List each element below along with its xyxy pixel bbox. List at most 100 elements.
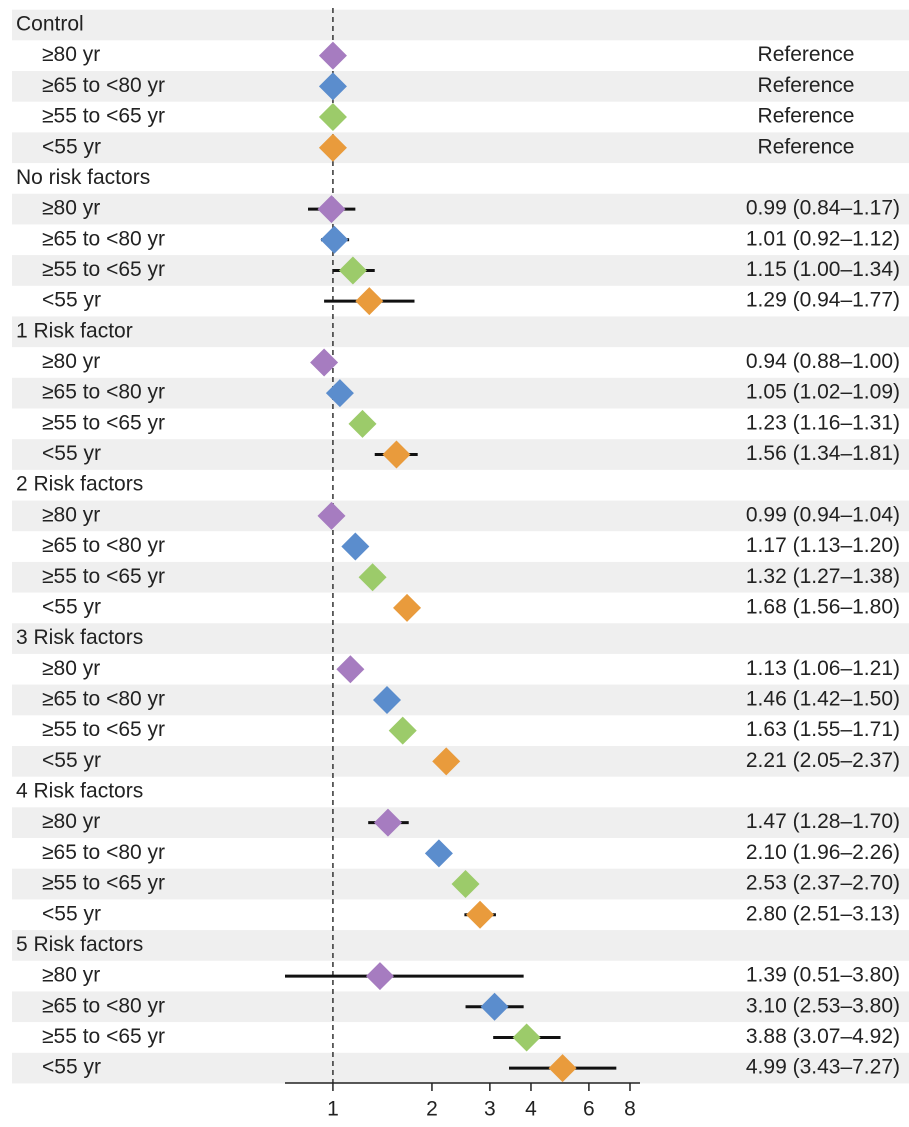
group-label: 1 Risk factor <box>16 319 133 342</box>
row-shading <box>12 9 909 1084</box>
row-label: ≥80 yr <box>42 657 100 680</box>
value-label: 2.53 (2.37–2.70) <box>746 872 900 895</box>
estimate-diamond <box>424 839 453 868</box>
row-label: <55 yr <box>42 595 101 618</box>
row-band <box>12 930 909 961</box>
value-label: 2.21 (2.05–2.37) <box>746 749 900 772</box>
value-label: 2.80 (2.51–3.13) <box>746 902 900 925</box>
estimate-diamond <box>317 501 346 530</box>
row-band <box>12 745 909 777</box>
estimate-diamond <box>318 41 347 70</box>
estimate-diamond <box>318 72 347 101</box>
value-label: 1.17 (1.13–1.20) <box>746 534 900 557</box>
estimate-diamond <box>348 409 377 438</box>
row-band <box>12 132 909 164</box>
row-label: ≥65 to <80 yr <box>42 227 165 250</box>
row-label: ≥65 to <80 yr <box>42 74 165 97</box>
value-label: 0.99 (0.94–1.04) <box>746 503 900 526</box>
row-label: ≥80 yr <box>42 503 100 526</box>
estimate-diamond <box>466 900 495 929</box>
row-band <box>12 255 909 286</box>
value-label: 1.15 (1.00–1.34) <box>746 258 900 281</box>
x-tick-label: 4 <box>525 1098 537 1121</box>
estimate-diamond <box>320 225 349 254</box>
row-band <box>12 807 909 839</box>
x-tick-label: 6 <box>583 1098 595 1121</box>
row-label: ≥65 to <80 yr <box>42 994 165 1017</box>
estimate-diamond <box>358 563 387 592</box>
estimate-diamond <box>355 287 384 316</box>
x-tick-label: 1 <box>327 1098 339 1121</box>
row-label: ≥65 to <80 yr <box>42 534 165 557</box>
row-band <box>12 684 909 716</box>
value-label: 3.10 (2.53–3.80) <box>746 994 900 1017</box>
estimate-diamond <box>310 348 339 377</box>
row-band <box>12 71 909 102</box>
row-label: ≥55 to <65 yr <box>42 411 165 434</box>
estimate-diamond <box>318 133 347 162</box>
estimate-diamond <box>341 532 370 561</box>
row-label: <55 yr <box>42 1056 101 1079</box>
estimate-diamond <box>512 1023 541 1052</box>
row-band <box>12 439 909 470</box>
estimate-diamond <box>365 962 394 991</box>
value-label: 1.23 (1.16–1.31) <box>746 411 900 434</box>
value-label: 0.94 (0.88–1.00) <box>746 350 900 373</box>
value-label: 3.88 (3.07–4.92) <box>746 1025 900 1048</box>
row-label: ≥55 to <65 yr <box>42 565 165 588</box>
row-label: ≥65 to <80 yr <box>42 841 165 864</box>
row-label: ≥80 yr <box>42 43 100 66</box>
row-band <box>12 500 909 532</box>
row-label: ≥55 to <65 yr <box>42 258 165 281</box>
row-label: ≥80 yr <box>42 964 100 987</box>
row-label: ≥55 to <65 yr <box>42 1025 165 1048</box>
row-label: <55 yr <box>42 289 101 312</box>
estimate-diamond <box>388 716 417 745</box>
value-label: 1.13 (1.06–1.21) <box>746 657 900 680</box>
row-band <box>12 1052 909 1084</box>
estimate-diamond <box>338 256 367 285</box>
estimate-diamond <box>480 992 509 1021</box>
group-label: 2 Risk factors <box>16 473 143 496</box>
estimate-diamond <box>432 747 461 776</box>
estimate-diamond <box>336 655 365 684</box>
group-label: No risk factors <box>16 166 150 189</box>
estimate-diamond <box>372 685 401 714</box>
value-label: Reference <box>758 74 855 97</box>
x-tick-label: 8 <box>624 1098 636 1121</box>
value-label: Reference <box>758 105 855 128</box>
value-label: 2.10 (1.96–2.26) <box>746 841 900 864</box>
value-label: 1.68 (1.56–1.80) <box>746 595 900 618</box>
row-label: <55 yr <box>42 135 101 158</box>
estimate-diamond <box>548 1054 577 1083</box>
estimate-diamond <box>318 103 347 132</box>
estimate-diamond <box>317 195 346 224</box>
value-label: 1.32 (1.27–1.38) <box>746 565 900 588</box>
value-label: 1.46 (1.42–1.50) <box>746 688 900 711</box>
row-label: ≥80 yr <box>42 197 100 220</box>
row-label: ≥55 to <65 yr <box>42 718 165 741</box>
x-tick-label: 3 <box>484 1098 496 1121</box>
estimate-diamond <box>325 379 354 408</box>
group-label: 3 Risk factors <box>16 626 143 649</box>
group-label: 4 Risk factors <box>16 780 143 803</box>
row-label: ≥55 to <65 yr <box>42 105 165 128</box>
value-label: 0.99 (0.84–1.17) <box>746 197 900 220</box>
value-label: 1.63 (1.55–1.71) <box>746 718 900 741</box>
row-label: ≥65 to <80 yr <box>42 381 165 404</box>
estimate-diamond <box>393 593 422 622</box>
estimate-diamond <box>373 808 402 837</box>
estimate-diamond <box>451 870 480 899</box>
row-band <box>12 623 909 654</box>
value-label: 1.29 (0.94–1.77) <box>746 289 900 312</box>
row-band <box>12 561 909 593</box>
value-label: 1.05 (1.02–1.09) <box>746 381 900 404</box>
row-band <box>12 377 909 409</box>
value-label: 1.39 (0.51–3.80) <box>746 964 900 987</box>
row-label: <55 yr <box>42 749 101 772</box>
value-label: Reference <box>758 43 855 66</box>
estimate-diamond <box>382 440 411 469</box>
row-label: ≥80 yr <box>42 810 100 833</box>
row-label: ≥55 to <65 yr <box>42 872 165 895</box>
